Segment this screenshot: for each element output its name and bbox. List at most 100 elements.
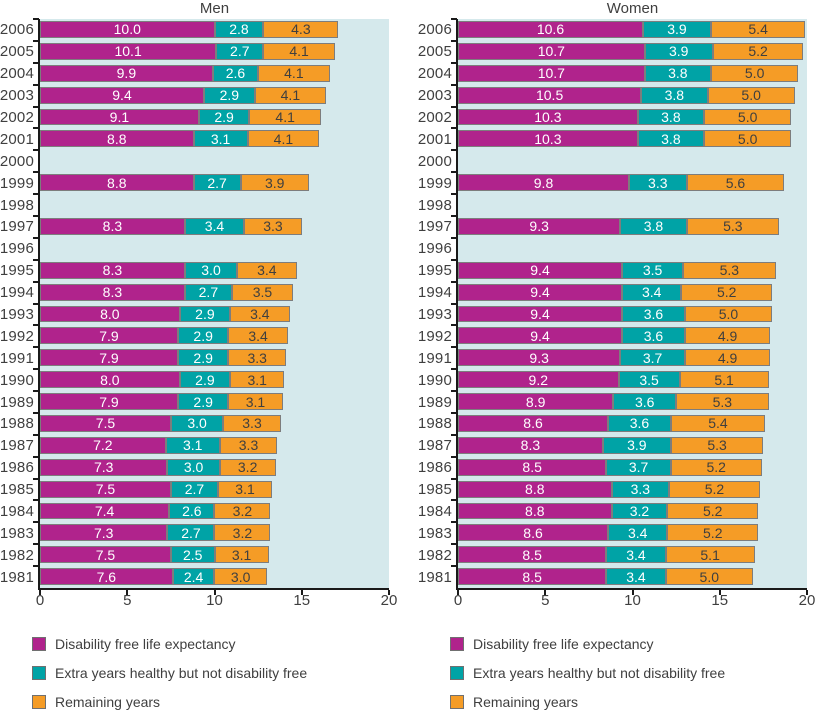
bar-segment-disability-free: 7.9 (40, 393, 178, 411)
bar-segment-remaining: 5.0 (665, 568, 753, 586)
y-axis-label: 1988 (0, 415, 34, 433)
bar-segment-disability-free: 10.0 (40, 21, 215, 38)
bar-segment-extra-healthy: 2.9 (179, 305, 231, 323)
y-axis-label: 1995 (0, 262, 34, 280)
bar-segment-remaining: 5.0 (704, 108, 792, 126)
x-axis-tick (544, 590, 547, 595)
plot-area: 10.0 2.8 4.3 10.1 2.7 4.1 9.9 2.6 4.1 9.4 2.9 4.1 9.… (33, 18, 390, 595)
stacked-bar: 10.0 2.8 4.3 (40, 21, 339, 38)
x-axis-tick-label: 5 (541, 592, 550, 609)
bar-segment-extra-healthy: 2.9 (179, 371, 231, 389)
bar-segment-disability-free: 7.2 (40, 436, 166, 454)
bar-segment-extra-healthy: 2.6 (212, 64, 259, 82)
y-axis-label: 2002 (0, 109, 34, 126)
bar-segment-remaining: 3.4 (230, 305, 290, 323)
stacked-bar: 8.6 3.6 5.4 (458, 415, 766, 432)
bar-segment-remaining: 4.3 (263, 21, 339, 38)
stacked-bar: 7.5 2.7 3.1 (40, 480, 273, 498)
y-axis-tick (451, 390, 457, 393)
legend-label: Disability free life expectancy (473, 635, 654, 652)
bar-segment-remaining: 3.2 (214, 524, 271, 542)
bar-segment-disability-free: 7.5 (40, 480, 171, 498)
bar-segment-disability-free: 8.3 (40, 261, 185, 279)
y-axis-label: 1992 (0, 327, 34, 345)
bar-segment-extra-healthy: 3.9 (642, 21, 712, 38)
bar-row: 10.1 2.7 4.1 (40, 41, 389, 63)
legend-item: Extra years healthy but not disability f… (450, 665, 725, 681)
y-axis-tick (451, 433, 457, 436)
stacked-bar: 7.9 2.9 3.3 (40, 349, 287, 367)
legend-label: Extra years healthy but not disability f… (55, 664, 308, 681)
y-axis-tick (451, 171, 457, 174)
bar-segment-disability-free: 9.8 (458, 174, 629, 192)
bar-segment-disability-free: 9.4 (458, 327, 623, 345)
legend-label: Disability free life expectancy (55, 635, 236, 652)
legend-item: Remaining years (450, 694, 725, 710)
y-axis-tick (451, 521, 457, 524)
bar-row: 9.4 2.9 4.1 (40, 85, 389, 107)
y-axis-tick (33, 543, 39, 546)
y-axis-label: 1994 (417, 284, 452, 302)
x-axis-tick-label: 10 (624, 592, 641, 609)
bar-row: 9.1 2.9 4.1 (40, 107, 389, 129)
stacked-bar: 9.4 3.5 5.3 (458, 261, 776, 279)
stacked-bar: 7.4 2.6 3.2 (40, 502, 271, 520)
bar-segment-remaining: 4.9 (684, 327, 771, 345)
y-axis-tick (451, 83, 457, 86)
bar-row: 8.5 3.4 5.1 (458, 544, 807, 566)
legend-swatch-extra-healthy (32, 665, 46, 680)
bar-segment-disability-free: 7.6 (40, 568, 173, 586)
bar-segment-extra-healthy: 2.7 (193, 174, 241, 192)
legend-women: Disability free life expectancy Extra ye… (450, 636, 725, 714)
bar-segment-disability-free: 10.6 (458, 21, 643, 38)
y-axis-tick (451, 411, 457, 414)
bar-row: 9.9 2.6 4.1 (40, 63, 389, 85)
chart-men: Men 2006 2005 2004 2003 2002 2001 2000 1999 1998… (0, 0, 397, 714)
bar-segment-disability-free: 8.8 (458, 480, 612, 498)
bar-segment-extra-healthy: 3.8 (641, 86, 708, 104)
bar-row: 8.3 2.7 3.5 (40, 282, 389, 304)
x-axis-tick-label: 15 (293, 592, 311, 609)
bar-segment-extra-healthy: 3.0 (170, 415, 224, 432)
bar-segment-extra-healthy: 3.5 (618, 371, 680, 389)
y-axis-tick (33, 18, 39, 20)
x-axis-tick-label: 10 (206, 592, 223, 609)
bar-row: 7.6 2.4 3.0 (40, 566, 389, 588)
y-axis-tick (33, 258, 39, 261)
y-axis-tick (451, 18, 457, 20)
y-axis-tick (451, 565, 457, 568)
y-axis-label: 1996 (417, 240, 452, 258)
bar-row: 10.7 3.8 5.0 (458, 63, 807, 85)
bar-row: 10.0 2.8 4.3 (40, 19, 389, 41)
bar-row: 8.8 3.3 5.2 (458, 479, 807, 501)
bar-segment-extra-healthy: 3.1 (165, 436, 220, 454)
bar-segment-extra-healthy: 3.4 (606, 546, 666, 564)
y-axis-tick (33, 302, 39, 305)
x-axis-labels: 0 5 10 15 20 (454, 592, 815, 609)
bar-segment-disability-free: 8.6 (458, 524, 609, 542)
bar-row: 7.9 2.9 3.4 (40, 325, 389, 347)
bar-segment-disability-free: 8.5 (458, 546, 607, 564)
y-axis-labels: 2006 2005 2004 2003 2002 2001 2000 1999 1998 1997… (0, 19, 34, 588)
y-axis-label: 1994 (0, 284, 34, 302)
y-axis-tick (451, 149, 457, 152)
y-axis-label: 1995 (417, 262, 452, 280)
y-axis-label: 1985 (417, 481, 452, 499)
y-axis-label: 1991 (0, 349, 34, 367)
stacked-bar: 8.5 3.4 5.1 (458, 546, 755, 564)
legend-item: Extra years healthy but not disability f… (32, 664, 308, 681)
bar-segment-disability-free: 8.5 (458, 568, 607, 586)
bar-segment-remaining: 5.4 (670, 415, 766, 432)
bar-row: 9.3 3.8 5.3 (458, 216, 807, 238)
bar-segment-extra-healthy: 3.5 (622, 261, 684, 279)
bar-segment-disability-free: 9.3 (458, 218, 621, 235)
bar-segment-remaining: 3.1 (217, 480, 273, 498)
y-axis-tick (33, 346, 39, 349)
y-axis-label: 2001 (0, 130, 34, 148)
y-axis-label: 1999 (417, 174, 452, 192)
y-axis-tick (33, 127, 39, 130)
x-axis-tick (806, 590, 808, 595)
stacked-bar: 9.3 3.8 5.3 (458, 218, 780, 235)
x-axis-tick (631, 590, 634, 595)
bar-segment-disability-free: 9.9 (40, 64, 213, 82)
